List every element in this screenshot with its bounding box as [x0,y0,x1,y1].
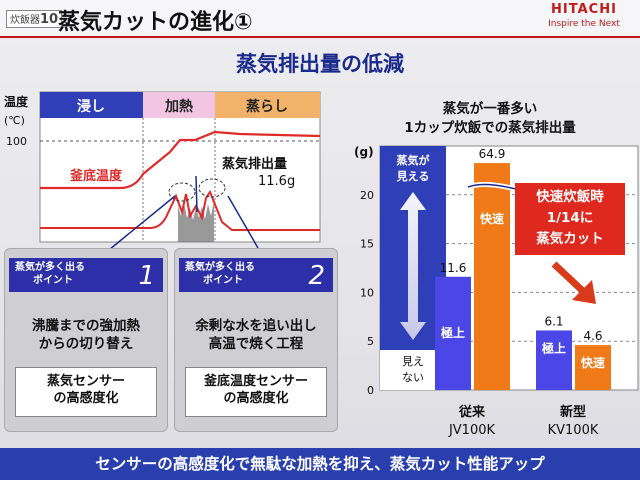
phase-soak-band [40,92,143,118]
temp-unit: (℃) [4,114,25,127]
phase-heat-band [143,92,215,118]
callout-line2: 1/14に [546,210,594,226]
page-title: 蒸気カットの進化① [58,10,253,35]
axis-break-line [467,183,517,190]
tag-number: 10 [40,12,59,27]
y-tick-10: 10 [360,286,374,299]
point-2-desc-line2: 高温で焼く工程 [208,336,304,352]
steam-chart-title-line1: 蒸気が一番多い [442,101,538,117]
phase-steam-label: 蒸らし [246,98,288,115]
bar-series-label-1-1: 快速 [581,355,605,370]
point-1-desc-line2: からの切り替え [38,336,134,352]
slide-tag: 炊飯器10 [6,10,63,28]
x-label-line2-0: JV100K [448,423,496,438]
bar-x-labels: 従来 JV100K 新型 KV100K [448,404,599,438]
point-2-desc-line1: 余剰な水を追い出し [195,318,317,334]
footer-banner: センサーの高感度化で無駄な加熱を抑え、蒸気カット性能アップ [0,448,640,480]
invisible-label-line1: 見え [402,355,424,368]
x-label-line2-1: KV100K [548,423,599,438]
point-1-desc-line1: 沸騰までの強加熱 [32,318,140,334]
bar-value-label-0-0: 11.6 [440,261,467,275]
point-1-desc: 沸騰までの強加熱 からの切り替え [5,317,167,353]
steam-peak-marker-2 [198,178,226,198]
bar-快速-1 [575,345,611,390]
bar-value-label-0-1: 6.1 [544,314,563,328]
temp-ylabel: 温度 [4,94,29,109]
point-connectors [103,195,259,255]
point-1-sensor-line1: 蒸気センサー [46,374,125,389]
phase-steam-band [215,92,320,118]
point-1-label-line1: 蒸気が多く出る [15,262,85,273]
visible-label-top: 蒸気が [397,153,430,167]
point-2-label: 蒸気が多く出る ポイント 2 [179,258,333,292]
bar-series: 11.6 極上 64.9 快速 6.1 極上 4.6 快速 [435,147,611,390]
logo-tagline: Inspire the Next [548,19,620,29]
callout-line1: 快速炊飯時 [536,189,604,205]
x-label-line1-0: 従来 [458,404,486,420]
bar-極上-0 [435,276,471,390]
steam-emission-area [178,200,214,242]
point-2-sensor: 釜底温度センサー の高感度化 [185,367,327,417]
steam-pointer [195,175,198,213]
bar-極上-1 [536,330,572,390]
bar-快速-0 [474,163,510,390]
connector-1 [103,195,176,255]
visibility-arrow [400,192,426,340]
point-1-sensor-line2: の高感度化 [53,391,119,406]
bar-y-ticks: 0 5 10 15 20 [360,189,374,397]
point-2-label-line2: ポイント [203,275,243,286]
point-2-number: 2 [308,261,325,291]
steam-label: 蒸気排出量 [222,156,287,172]
x-label-line1-1: 新型 [560,404,586,420]
steam-emission-curve [40,189,320,231]
callout-line3: 蒸気カット [536,231,604,247]
point-1-sensor: 蒸気センサー の高感度化 [15,367,157,417]
point-1-label: 蒸気が多く出る ポイント 1 [9,258,163,292]
bar-series-label-0-0: 極上 [441,325,465,340]
y-tick-15: 15 [360,238,374,251]
steam-peak-marker-1 [168,182,196,202]
point-2-label-line1: 蒸気が多く出る [185,262,255,273]
phase-soak-label: 浸し [77,98,105,115]
phase-heat-label: 加熱 [164,98,193,115]
callout-box: 快速炊飯時 1/14に 蒸気カット [515,183,625,255]
steam-value: 11.6g [258,174,295,189]
pot-temperature-curve [40,130,321,190]
bar-series-label-1-0: 快速 [480,211,504,226]
point-1-number: 1 [138,261,155,291]
bar-unit-label: (g) [354,145,374,159]
steam-chart-title-line2: 1カップ炊飯での蒸気排出量 [404,120,576,136]
bar-value-label-1-0: 64.9 [479,147,506,161]
point-card-1: 蒸気が多く出る ポイント 1 沸騰までの強加熱 からの切り替え 蒸気センサー の… [4,248,168,432]
bar-series-label-0-1: 極上 [542,340,566,355]
temperature-chart: 温度 (℃) 100 浸し 加熱 蒸らし 釜底温度 蒸気排出量 11.6g [4,91,321,243]
point-2-sensor-line1: 釜底温度センサー [203,374,308,389]
invisible-label-line2: ない [402,371,424,384]
steam-chart-title: 蒸気が一番多い 1カップ炊飯での蒸気排出量 [350,100,630,138]
decrease-arrow-shaft [551,261,589,297]
curve-label: 釜底温度 [69,168,123,184]
point-1-label-line2: ポイント [33,275,73,286]
header-bar: 炊飯器10 蒸気カットの進化① HITACHI Inspire the Next [0,0,640,38]
y-tick-0: 0 [367,384,374,397]
point-card-2: 蒸気が多く出る ポイント 2 余剰な水を追い出し 高温で焼く工程 釜底温度センサ… [174,248,338,432]
point-2-desc: 余剰な水を追い出し 高温で焼く工程 [175,317,337,353]
decrease-arrow-head [572,280,596,304]
bar-value-label-1-1: 4.6 [583,329,602,343]
temp-tick-100: 100 [6,135,27,148]
y-tick-20: 20 [360,189,374,202]
y-tick-5: 5 [367,335,374,348]
hitachi-logo: HITACHI Inspire the Next [532,2,636,34]
point-2-sensor-line2: の高感度化 [223,391,289,406]
logo-name: HITACHI [551,2,617,17]
connector-2 [227,195,259,249]
slide-subtitle: 蒸気排出量の低減 [236,52,404,76]
visible-label: 見える [396,170,430,183]
tag-prefix: 炊飯器 [10,15,40,26]
